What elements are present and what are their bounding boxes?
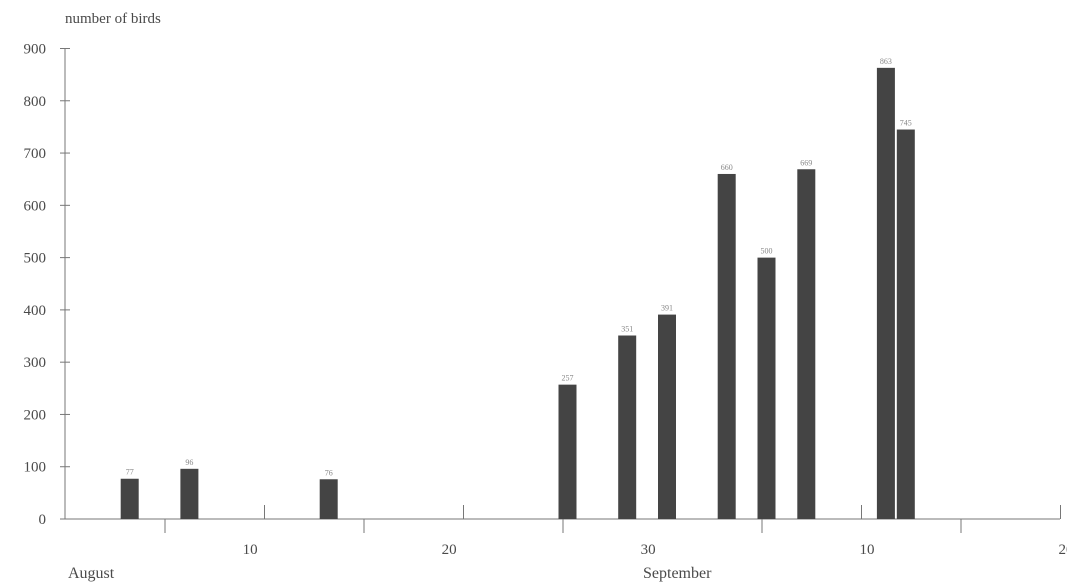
- data-label: 351: [621, 325, 633, 334]
- x-tick-label: 20: [442, 542, 457, 558]
- bar: [180, 468, 199, 519]
- data-label: 660: [721, 163, 733, 172]
- y-tick-label: 400: [24, 303, 47, 319]
- bar: [896, 129, 915, 519]
- bar: [618, 335, 637, 519]
- y-tick-label: 0: [39, 512, 47, 528]
- data-label: 76: [325, 468, 333, 477]
- y-tick-label: 200: [24, 407, 47, 423]
- bars: [120, 67, 915, 520]
- data-label: 669: [800, 158, 812, 167]
- x-ticks: 10 20 30 10 20: [164, 505, 1067, 558]
- bar: [876, 67, 895, 520]
- bar: [658, 314, 676, 519]
- data-label: 77: [126, 468, 134, 477]
- y-tick-label: 700: [24, 146, 47, 162]
- y-axis-label: number of birds: [65, 11, 161, 27]
- x-tick-label: 10: [243, 542, 258, 558]
- y-tick-label: 800: [24, 94, 47, 110]
- bar: [797, 169, 816, 520]
- y-tick-label: 900: [24, 42, 47, 58]
- y-tick-label: 300: [24, 355, 47, 371]
- y-tick-label: 100: [24, 460, 47, 476]
- month-label: August: [68, 565, 115, 582]
- x-tick-label: 10: [860, 542, 875, 558]
- data-label: 863: [880, 57, 892, 66]
- bar: [558, 384, 577, 519]
- month-label: September: [643, 565, 712, 582]
- y-ticks: 0 100 200 300 400 500 600 700 800 900: [24, 42, 70, 528]
- data-label: 391: [661, 304, 673, 313]
- data-label: 745: [900, 119, 912, 128]
- data-label: 257: [562, 374, 574, 383]
- bar: [717, 173, 736, 519]
- y-tick-label: 600: [24, 198, 47, 214]
- data-labels: 77 96 76 257 351 391 660 500 669 863 745: [126, 57, 912, 477]
- bar: [757, 257, 776, 519]
- x-tick-label: 20: [1059, 542, 1067, 558]
- bar: [120, 478, 139, 519]
- data-label: 96: [185, 458, 193, 467]
- bar: [319, 479, 338, 519]
- month-labels: August September: [68, 565, 712, 582]
- y-tick-label: 500: [24, 251, 47, 267]
- data-label: 500: [761, 247, 773, 256]
- x-tick-label: 30: [641, 542, 656, 558]
